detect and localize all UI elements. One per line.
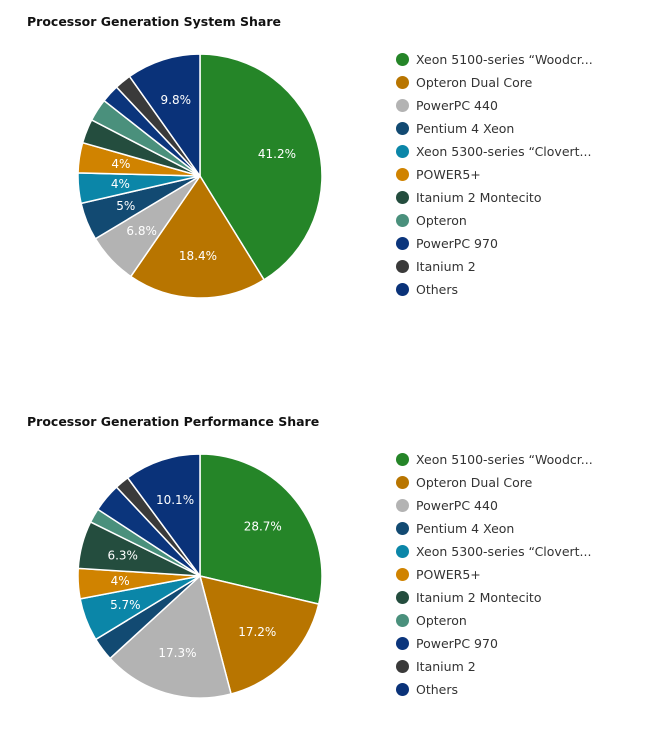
slice-data-label: 17.2% [238,625,276,639]
legend-label: Pentium 4 Xeon [416,521,515,536]
slice-data-label: 4% [111,177,130,191]
legend-item[interactable]: Opteron Dual Core [396,71,636,94]
legend-label: Pentium 4 Xeon [416,121,515,136]
pie-chart: 28.7% 17.2% 17.3% 5.7% 4% 6.3% 10.1% [77,453,323,699]
legend-swatch [396,214,409,227]
legend-swatch [396,568,409,581]
slice-data-label: 5.7% [110,598,141,612]
legend-item[interactable]: Pentium 4 Xeon [396,117,636,140]
legend-item[interactable]: Xeon 5300-series “Clovert... [396,540,636,563]
legend-label: Xeon 5100-series “Woodcr... [416,52,593,67]
slice-data-label: 4% [111,157,130,171]
legend-label: Itanium 2 [416,659,476,674]
legend: Xeon 5100-series “Woodcr... Opteron Dual … [396,48,636,301]
legend-item[interactable]: Itanium 2 Montecito [396,586,636,609]
legend-swatch [396,683,409,696]
legend-swatch [396,99,409,112]
legend-item[interactable]: Opteron [396,209,636,232]
legend-item[interactable]: Itanium 2 [396,655,636,678]
legend-item[interactable]: Others [396,278,636,301]
legend-item[interactable]: Xeon 5100-series “Woodcr... [396,48,636,71]
legend-swatch [396,168,409,181]
legend-label: POWER5+ [416,567,481,582]
pie-slice[interactable] [129,174,266,299]
legend-label: Opteron [416,613,467,628]
legend-swatch [396,191,409,204]
legend-label: Itanium 2 Montecito [416,190,542,205]
legend-label: Others [416,682,459,697]
system-share-chart: Processor Generation System Share 41.2% 1… [0,0,665,340]
slice-data-label: 41.2% [258,147,296,161]
legend-label: PowerPC 970 [416,236,498,251]
legend-label: Itanium 2 [416,259,476,274]
legend-label: Opteron [416,213,467,228]
legend-swatch [396,614,409,627]
legend-swatch [396,260,409,273]
slice-data-label: 28.7% [244,519,282,533]
legend-label: Itanium 2 Montecito [416,590,542,605]
slice-data-label: 6.3% [107,548,138,562]
legend-swatch [396,660,409,673]
slice-data-label: 5% [116,199,135,213]
pie-slice[interactable] [198,574,320,695]
slice-data-label: 6.8% [126,224,156,238]
legend-swatch [396,499,409,512]
legend-swatch [396,453,409,466]
legend-item[interactable]: POWER5+ [396,563,636,586]
legend-swatch [396,545,409,558]
legend-item[interactable]: PowerPC 440 [396,494,636,517]
slice-data-label: 10.1% [156,493,194,507]
legend-swatch [396,145,409,158]
legend-item[interactable]: POWER5+ [396,163,636,186]
legend-label: Xeon 5300-series “Clovert... [416,544,592,559]
legend-label: PowerPC 440 [416,98,498,113]
legend-item[interactable]: Opteron [396,609,636,632]
legend-swatch [396,591,409,604]
legend-label: POWER5+ [416,167,481,182]
legend: Xeon 5100-series “Woodcr... Opteron Dual … [396,448,636,701]
legend-item[interactable]: Opteron Dual Core [396,471,636,494]
slice-data-label: 9.8% [161,93,192,107]
legend-label: Opteron Dual Core [416,475,533,490]
performance-share-chart: Processor Generation Performance Share 2… [0,400,665,740]
legend-label: PowerPC 440 [416,498,498,513]
legend-label: Xeon 5100-series “Woodcr... [416,452,593,467]
legend-item[interactable]: Itanium 2 [396,255,636,278]
legend-item[interactable]: PowerPC 440 [396,94,636,117]
legend-item[interactable]: Pentium 4 Xeon [396,517,636,540]
legend-swatch [396,476,409,489]
slice-data-label: 18.4% [179,249,217,263]
chart-title: Processor Generation System Share [27,14,281,29]
legend-swatch [396,76,409,89]
legend-item[interactable]: Xeon 5300-series “Clovert... [396,140,636,163]
legend-item[interactable]: PowerPC 970 [396,232,636,255]
pie-slice[interactable] [199,53,323,281]
pie-slice[interactable] [128,53,201,179]
pie-slice[interactable] [199,453,323,606]
legend-swatch [396,122,409,135]
legend-swatch [396,53,409,66]
legend-item[interactable]: Others [396,678,636,701]
legend-label: PowerPC 970 [416,636,498,651]
legend-label: Others [416,282,459,297]
slice-data-label: 17.3% [158,646,196,660]
slice-data-label: 4% [111,574,130,588]
pie-slice[interactable] [126,453,201,579]
legend-swatch [396,637,409,650]
legend-label: Opteron Dual Core [416,75,533,90]
pie-chart: 41.2% 18.4% 6.8% 5% 4% 4% 9.8% [77,53,323,299]
legend-swatch [396,522,409,535]
legend-item[interactable]: Itanium 2 Montecito [396,186,636,209]
legend-item[interactable]: Xeon 5100-series “Woodcr... [396,448,636,471]
pie-slice[interactable] [108,574,232,699]
chart-title: Processor Generation Performance Share [27,414,320,429]
legend-swatch [396,283,409,296]
legend-label: Xeon 5300-series “Clovert... [416,144,592,159]
legend-item[interactable]: PowerPC 970 [396,632,636,655]
legend-swatch [396,237,409,250]
